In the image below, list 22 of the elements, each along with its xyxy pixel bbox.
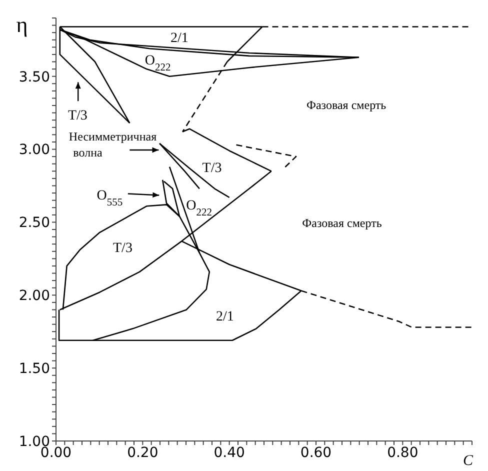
annotation: 2/1 bbox=[216, 310, 234, 325]
annotation: Несимметричная волна bbox=[68, 129, 158, 160]
annotation: T/3 bbox=[113, 241, 132, 256]
annotation: O$_{555}$ bbox=[96, 188, 123, 208]
x-tick-label: 0.20 bbox=[127, 444, 158, 461]
x-axis-title: C bbox=[462, 453, 474, 469]
annotation: Фазовая смерть bbox=[302, 216, 382, 230]
annotation: T/3 bbox=[68, 108, 88, 124]
y-axis-title: η bbox=[16, 12, 28, 37]
y-tick-label: 1.50 bbox=[18, 361, 50, 378]
annotation: T/3 bbox=[202, 160, 222, 176]
y-tick-label: 3.00 bbox=[18, 142, 50, 158]
x-tick-label: 0.80 bbox=[387, 444, 418, 461]
annotation: O$_{222}$ bbox=[186, 198, 212, 218]
y-tick-label: 2.50 bbox=[18, 215, 50, 232]
y-tick-label: 2.00 bbox=[18, 288, 50, 304]
annotation: 2/1 bbox=[170, 30, 188, 46]
x-tick-label: 0.40 bbox=[214, 444, 245, 461]
y-tick-label: 3.50 bbox=[18, 69, 50, 86]
x-tick-label: 0.60 bbox=[300, 444, 332, 461]
annotation: Фазовая смерть bbox=[306, 98, 387, 112]
annotation: O$_{222}$ bbox=[144, 54, 171, 74]
